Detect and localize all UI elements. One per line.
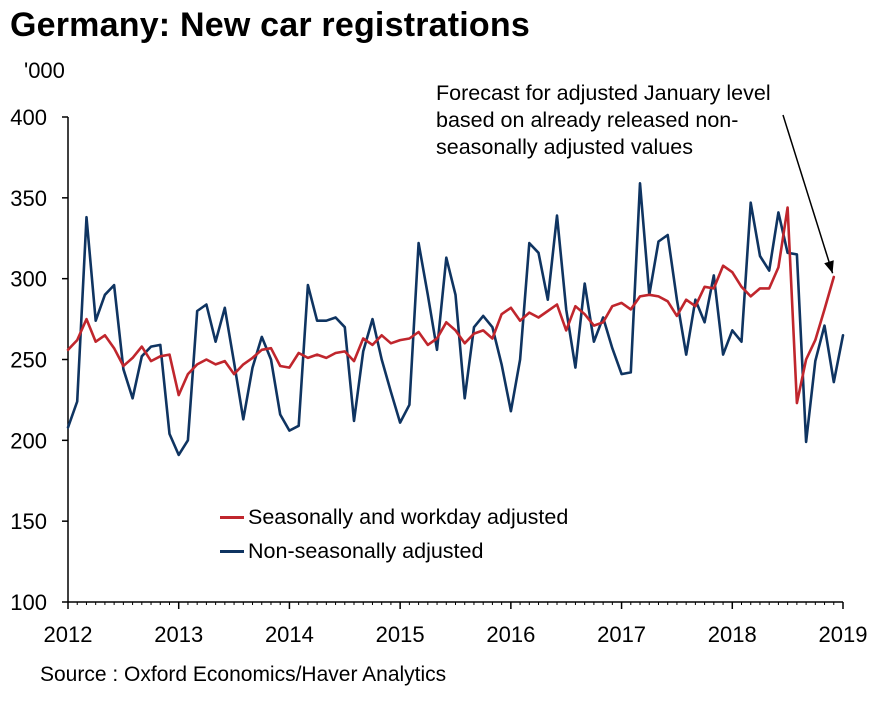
annotation-line: seasonally adjusted values bbox=[436, 135, 693, 159]
legend-item-non-adjusted: Non-seasonally adjusted bbox=[220, 534, 568, 568]
y-tick-label: 400 bbox=[10, 105, 47, 130]
legend-item-adjusted: Seasonally and workday adjusted bbox=[220, 500, 568, 534]
legend-swatch-non-adjusted bbox=[220, 549, 244, 553]
y-tick-label: 250 bbox=[10, 348, 47, 373]
y-tick-label: 300 bbox=[10, 267, 47, 292]
chart-title: Germany: New car registrations bbox=[10, 6, 530, 44]
annotation-arrow-head bbox=[824, 260, 834, 274]
legend-swatch-adjusted bbox=[220, 515, 244, 519]
annotation-line: based on already released non- bbox=[436, 108, 739, 132]
legend-label-non-adjusted: Non-seasonally adjusted bbox=[248, 538, 484, 563]
series-line-non-adjusted bbox=[66, 182, 845, 457]
axes-layer: 100 150 200 250 300 350 400 2012 2013 2014 2015 201… bbox=[10, 105, 867, 647]
x-tick-label: 2015 bbox=[376, 622, 425, 647]
x-tick-label: 2012 bbox=[44, 622, 93, 647]
x-tick-label: 2013 bbox=[154, 622, 203, 647]
x-tick-label: 2014 bbox=[265, 622, 314, 647]
y-tick-label: 200 bbox=[10, 428, 47, 453]
series-layer bbox=[66, 182, 845, 457]
y-axis-unit-label: '000 bbox=[24, 58, 65, 83]
y-tick-label: 150 bbox=[10, 509, 47, 534]
y-tick-label: 100 bbox=[10, 590, 47, 615]
source-note: Source : Oxford Economics/Haver Analytic… bbox=[40, 663, 447, 686]
legend-label-adjusted: Seasonally and workday adjusted bbox=[248, 504, 569, 529]
forecast-annotation: Forecast for adjusted January level base… bbox=[436, 80, 836, 161]
x-tick-label: 2016 bbox=[486, 622, 535, 647]
x-tick-label: 2019 bbox=[819, 622, 868, 647]
annotation-arrow-layer bbox=[782, 114, 834, 274]
x-tick-label: 2017 bbox=[597, 622, 646, 647]
series-line-adjusted bbox=[66, 206, 836, 405]
x-tick-label: 2018 bbox=[708, 622, 757, 647]
annotation-arrow-line bbox=[782, 114, 834, 274]
y-tick-label: 350 bbox=[10, 186, 47, 211]
legend: Seasonally and workday adjusted Non-seas… bbox=[220, 500, 568, 568]
annotation-line: Forecast for adjusted January level bbox=[436, 81, 771, 105]
